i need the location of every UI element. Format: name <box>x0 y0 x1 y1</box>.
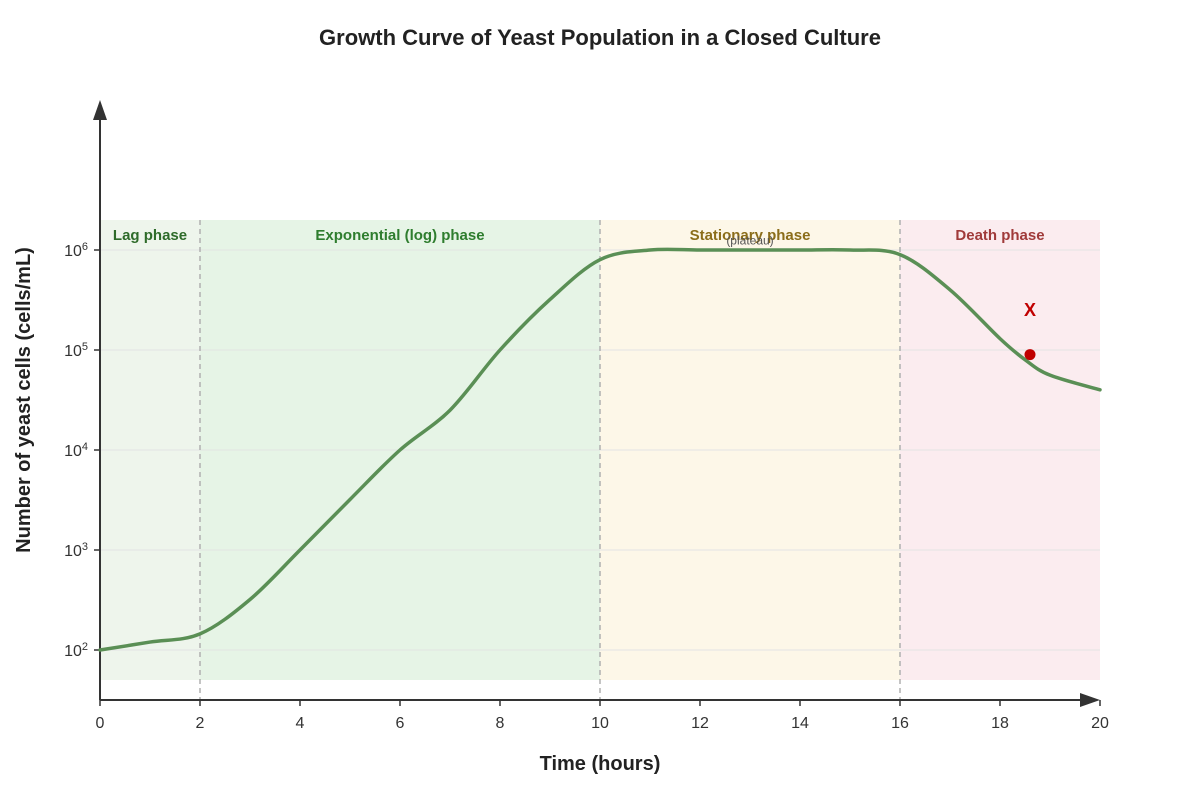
marker-point-x <box>1024 349 1036 361</box>
phase-label-2: Stationary phase <box>690 227 811 244</box>
x-tick-label-6: 12 <box>691 715 709 732</box>
x-axis-label: Time (hours) <box>540 753 661 775</box>
y-tick-label-0: 102 <box>64 641 88 660</box>
x-tick-label-5: 10 <box>591 715 609 732</box>
y-tick-label-2: 104 <box>64 441 88 460</box>
x-tick-label-1: 2 <box>196 715 205 732</box>
phase-label-1: Exponential (log) phase <box>315 227 484 244</box>
chart-title: Growth Curve of Yeast Population in a Cl… <box>319 25 881 50</box>
y-tick-label-3: 105 <box>64 341 88 360</box>
growth-curve-line-0 <box>98 247 1102 652</box>
x-tick-label-10: 20 <box>1091 715 1109 732</box>
x-tick-label-3: 6 <box>396 715 405 732</box>
plateau-note: (plateau) <box>726 234 773 248</box>
marker-x-label: X <box>1024 300 1036 320</box>
x-tick-label-8: 16 <box>891 715 909 732</box>
x-tick-label-9: 18 <box>991 715 1009 732</box>
y-axis-arrow <box>93 100 107 120</box>
phase-label-0: Lag phase <box>113 227 187 244</box>
x-tick-label-2: 4 <box>296 715 305 732</box>
y-axis-label: Number of yeast cells (cells/mL) <box>13 247 35 553</box>
x-tick-label-0: 0 <box>96 715 105 732</box>
x-tick-label-4: 8 <box>496 715 505 732</box>
x-tick-label-7: 14 <box>791 715 809 732</box>
phase-label-3: Death phase <box>955 227 1044 244</box>
y-tick-label-1: 103 <box>64 541 88 560</box>
x-axis-arrow <box>1080 693 1100 707</box>
y-tick-label-4: 106 <box>64 241 88 260</box>
